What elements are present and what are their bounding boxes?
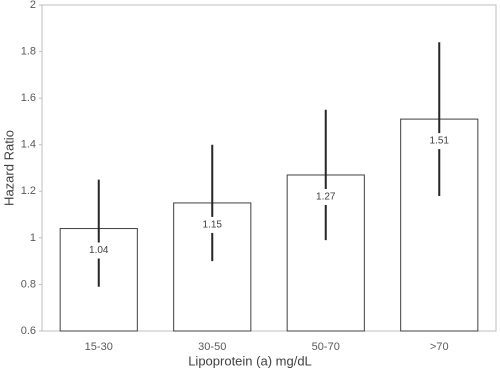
x-tick-label: >70: [430, 341, 449, 353]
data-label: 1.15: [203, 220, 223, 231]
x-tick-label: 30-50: [198, 341, 226, 353]
y-tick-label: 1.4: [21, 139, 36, 151]
data-label-bg: [85, 242, 112, 259]
y-tick-label: 0.8: [21, 278, 36, 290]
data-label: 1.04: [89, 245, 109, 256]
x-tick-label: 50-70: [312, 341, 340, 353]
data-label-bg: [426, 133, 453, 150]
y-tick-label: 0.6: [21, 325, 36, 337]
y-tick-label: 2: [30, 0, 36, 11]
y-tick-label: 1: [30, 232, 36, 244]
y-axis-title: Hazard Ratio: [1, 130, 16, 206]
data-label: 1.27: [316, 192, 336, 203]
y-tick-label: 1.2: [21, 185, 36, 197]
data-label: 1.51: [430, 136, 450, 147]
data-label-bg: [199, 216, 226, 233]
x-tick-label: 15-30: [85, 341, 113, 353]
plot-frame: [41, 4, 497, 332]
data-label-bg: [312, 188, 339, 205]
x-axis-title: Lipoprotein (a) mg/dL: [188, 353, 312, 368]
y-tick-label: 1.8: [21, 45, 36, 57]
y-tick-label: 1.6: [21, 92, 36, 104]
